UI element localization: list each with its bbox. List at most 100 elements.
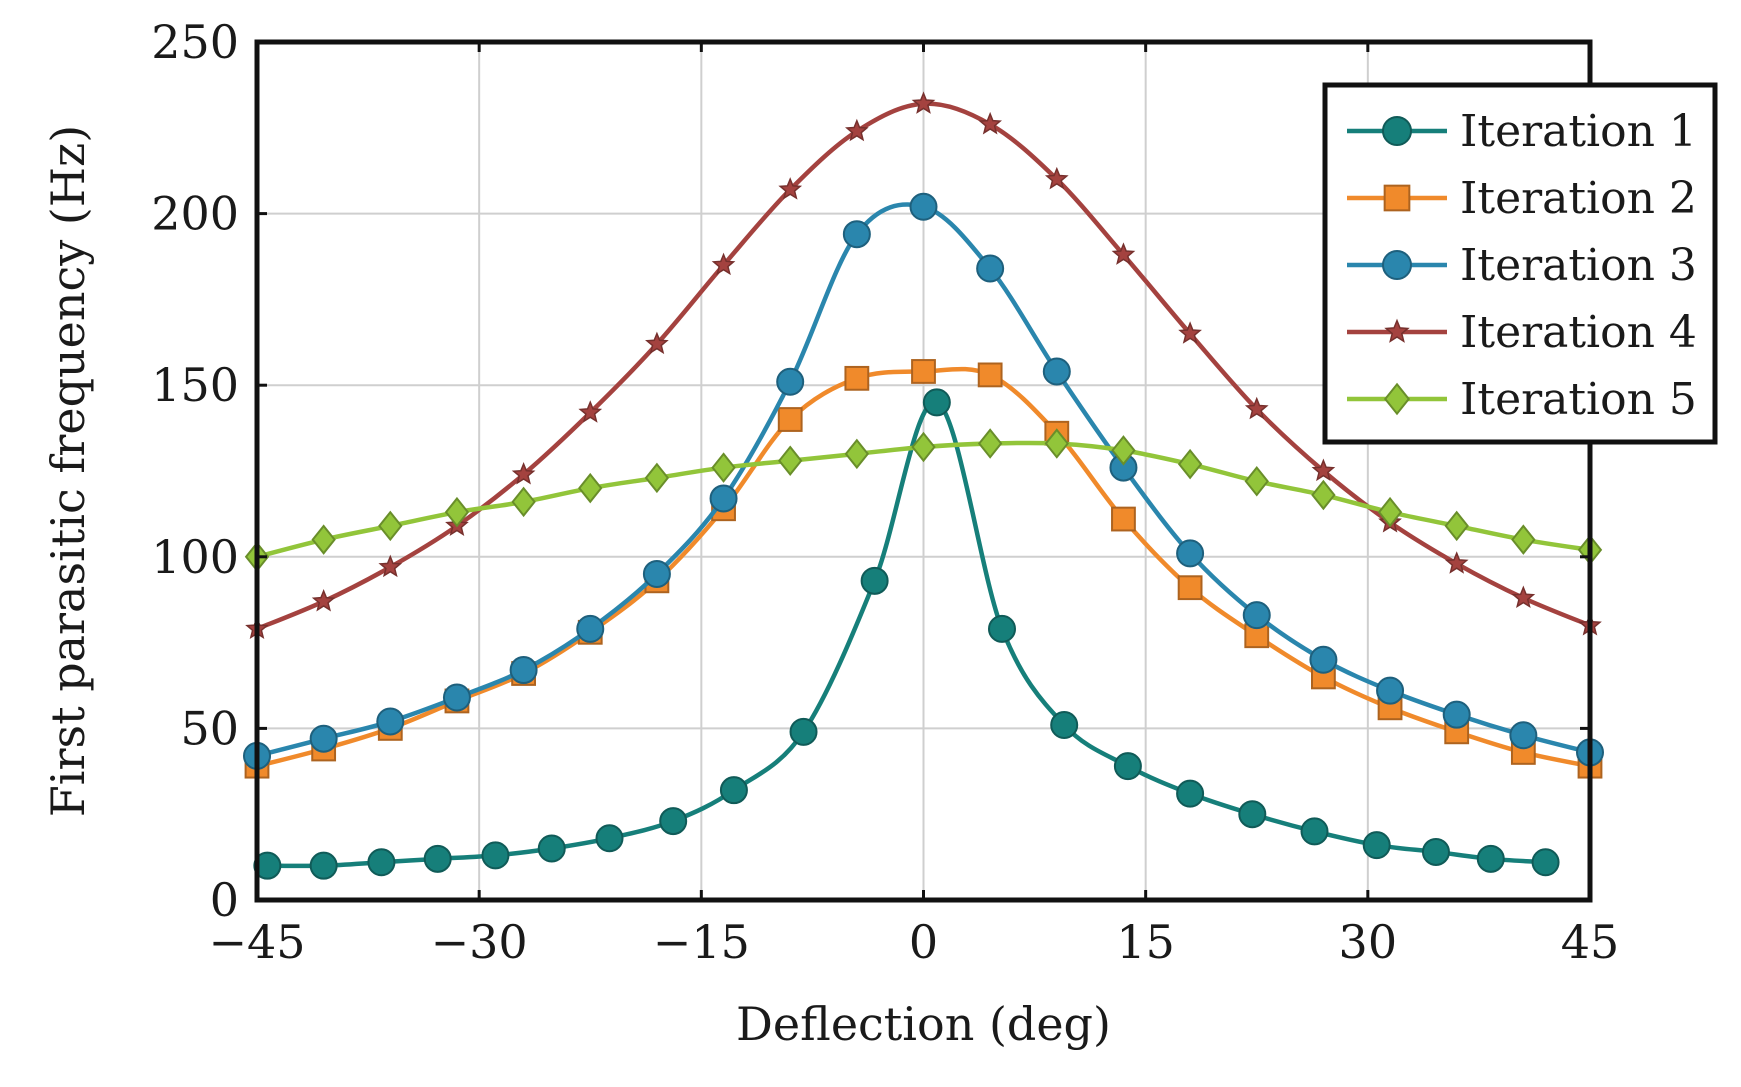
data-point <box>1531 848 1560 877</box>
data-point <box>778 177 803 200</box>
data-point <box>1376 676 1405 705</box>
data-point <box>978 111 1002 135</box>
data-point <box>1444 510 1469 542</box>
data-point <box>1309 645 1338 674</box>
x-tick-label: −45 <box>208 915 305 969</box>
data-point <box>659 807 688 836</box>
data-point <box>576 614 605 643</box>
legend-entry-5: Iteration 5 <box>1347 374 1697 425</box>
data-point <box>1300 817 1329 846</box>
data-point <box>1113 752 1142 781</box>
y-tick-label: 100 <box>151 530 239 584</box>
x-tick-label: −30 <box>431 915 528 969</box>
data-point <box>1362 831 1391 860</box>
data-point <box>644 462 670 494</box>
data-point <box>1176 779 1205 808</box>
data-point <box>642 559 671 588</box>
data-point <box>442 683 471 712</box>
data-point <box>777 407 803 432</box>
data-point <box>844 365 870 391</box>
x-tick-label: −15 <box>653 915 750 969</box>
data-point <box>1242 601 1271 630</box>
legend-label: Iteration 2 <box>1460 173 1697 224</box>
data-point <box>1111 506 1136 532</box>
data-point <box>1176 539 1205 568</box>
series-3 <box>243 192 1604 770</box>
x-tick-label: 30 <box>1339 915 1398 969</box>
data-point <box>845 118 869 142</box>
legend-marker <box>1382 116 1412 146</box>
data-point <box>595 824 624 853</box>
y-tick-label: 150 <box>151 358 239 412</box>
x-tick-label: 15 <box>1116 915 1175 969</box>
data-point <box>1177 448 1203 480</box>
data-point <box>511 486 536 518</box>
legend: Iteration 1 Iteration 2 Iteration 3 Iterati… <box>1322 82 1718 445</box>
legend-entry-2: Iteration 2 <box>1347 173 1697 224</box>
data-point <box>378 554 403 578</box>
data-point <box>1050 710 1079 739</box>
data-point <box>976 254 1005 283</box>
data-point <box>1044 166 1069 190</box>
legend-label: Iteration 4 <box>1460 307 1697 358</box>
data-point <box>977 428 1003 459</box>
data-point <box>1476 844 1505 873</box>
data-point <box>909 192 938 221</box>
data-point <box>911 431 936 463</box>
data-point <box>537 834 566 863</box>
legend-label: Iteration 1 <box>1460 106 1697 157</box>
data-point <box>1421 837 1450 866</box>
series-5 <box>244 428 1603 573</box>
data-point <box>511 461 536 485</box>
data-point <box>987 614 1016 643</box>
data-point <box>1177 575 1203 601</box>
tick-labels: −45 −30 −15 0 15 30 45 0 50 100 150 200 250 <box>151 15 1619 969</box>
data-point <box>911 91 936 114</box>
y-axis-label: First parasitic frequency (Hz) <box>41 125 95 817</box>
data-point <box>311 524 336 555</box>
data-point <box>1442 700 1471 729</box>
legend-label: Iteration 3 <box>1460 240 1697 291</box>
data-point <box>711 452 736 483</box>
series-line-1 <box>265 400 1548 869</box>
data-point <box>842 220 871 249</box>
y-tick-label: 250 <box>151 15 239 69</box>
legend-marker <box>1383 382 1411 416</box>
data-point <box>844 438 870 470</box>
data-point <box>578 400 603 423</box>
data-point <box>645 331 669 355</box>
data-point <box>777 445 803 476</box>
data-point <box>1244 466 1269 497</box>
data-point <box>1111 435 1136 466</box>
data-point <box>1511 524 1536 555</box>
data-point <box>509 656 538 685</box>
legend-label: Iteration 5 <box>1460 374 1697 425</box>
data-point <box>253 851 282 880</box>
series-group <box>243 91 1604 880</box>
data-point <box>1509 721 1538 750</box>
data-point <box>711 252 736 276</box>
data-point <box>1178 321 1202 344</box>
data-point <box>911 359 936 384</box>
x-tick-label: 45 <box>1561 915 1620 969</box>
legend-marker <box>1382 250 1412 280</box>
data-point <box>709 484 738 513</box>
data-point <box>376 707 405 736</box>
y-tick-label: 50 <box>180 701 239 755</box>
data-point <box>922 388 951 417</box>
legend-marker <box>1384 318 1410 343</box>
x-axis-label: Deflection (deg) <box>736 997 1111 1051</box>
data-point <box>481 841 510 870</box>
x-tick-label: 0 <box>909 915 938 969</box>
data-point <box>311 588 336 612</box>
legend-entry-4: Iteration 4 <box>1347 307 1697 358</box>
legend-entry-1: Iteration 1 <box>1347 106 1697 157</box>
data-point <box>719 776 748 805</box>
data-point <box>1238 800 1267 829</box>
data-point <box>444 496 470 528</box>
data-point <box>1042 357 1071 386</box>
data-point <box>1311 479 1336 511</box>
legend-marker <box>1383 184 1411 212</box>
y-tick-label: 200 <box>151 187 239 241</box>
